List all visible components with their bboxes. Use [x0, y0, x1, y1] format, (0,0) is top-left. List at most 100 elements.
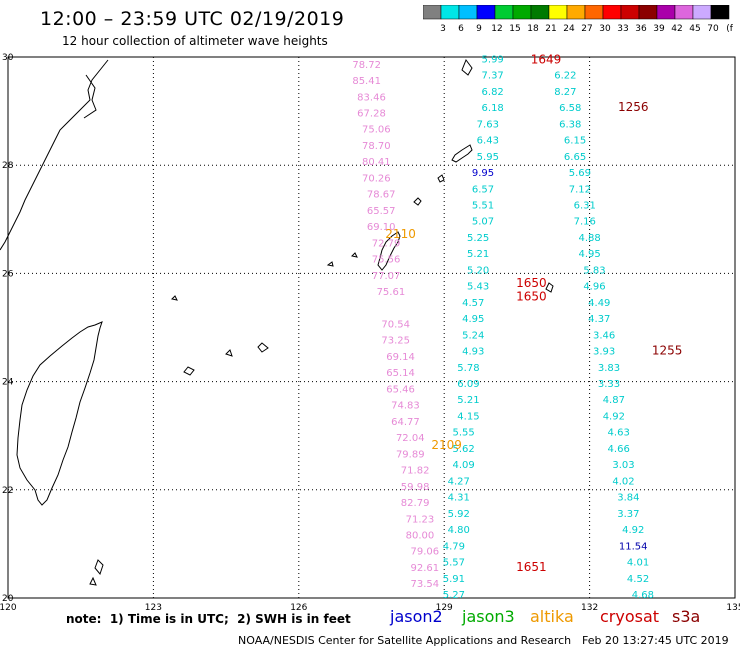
wave-height-value: 92.61 — [410, 563, 439, 574]
wave-height-value: 4.87 — [603, 395, 625, 406]
kyushu-islands — [461, 58, 473, 76]
wave-height-value: 5.99 — [482, 54, 504, 65]
wave-height-value: 75.61 — [377, 287, 406, 298]
pass-time-label: 2110 — [385, 227, 416, 241]
wave-height-value: 5.21 — [467, 249, 489, 260]
island-g — [350, 252, 358, 258]
scale-label: 42 — [671, 24, 682, 34]
legend-s3a: s3a — [672, 607, 701, 626]
wave-height-value: 78.67 — [367, 190, 396, 201]
wave-height-value: 4.15 — [457, 411, 479, 422]
map-frame — [7, 56, 736, 599]
scale-label: 36 — [635, 24, 647, 34]
wave-height-value: 6.82 — [482, 87, 504, 98]
wave-height-value: 77.07 — [372, 271, 401, 282]
island-b — [413, 197, 422, 206]
footer-note: note: 1) Time is in UTC; 2) SWH is in fe… — [66, 612, 351, 626]
wave-height-value: 6.31 — [574, 200, 596, 211]
wave-height-value: 5.78 — [457, 363, 479, 374]
legend-jason3: jason3 — [462, 607, 515, 626]
pass-time-label: 1650 — [516, 289, 547, 303]
wave-height-value: 3.03 — [612, 460, 634, 471]
pass-time-label: 1255 — [652, 344, 683, 358]
wave-height-value: 5.27 — [443, 590, 465, 601]
wave-height-value: 4.31 — [448, 493, 470, 504]
island-i — [94, 559, 104, 576]
wave-height-value: 5.43 — [467, 282, 489, 293]
island-c — [257, 342, 269, 353]
wave-height-value: 4.96 — [583, 282, 605, 293]
scale-label: 39 — [653, 24, 665, 34]
wave-height-value: 6.43 — [477, 136, 499, 147]
wave-height-value: 5.91 — [443, 574, 465, 585]
wave-height-value: 4.68 — [632, 590, 654, 601]
island-d — [183, 366, 195, 376]
chart-title: 12:00 – 23:59 UTC 02/19/2019 — [40, 8, 345, 30]
lon-tick-label: 129 — [436, 603, 453, 610]
wave-height-value: 4.92 — [622, 525, 644, 536]
wave-height-value: 73.25 — [381, 336, 410, 347]
wave-height-value: 69.14 — [386, 352, 415, 363]
wave-height-value: 6.22 — [554, 71, 576, 82]
wave-height-value: 5.07 — [472, 217, 494, 228]
wave-height-value: 80.00 — [406, 530, 435, 541]
wave-height-value: 75.56 — [372, 255, 401, 266]
wave-height-value: 6.38 — [559, 119, 581, 130]
wave-height-value: 69.10 — [367, 222, 396, 233]
wave-height-value: 83.46 — [357, 92, 386, 103]
wave-height-value: 70.26 — [362, 173, 391, 184]
scale-label: 21 — [545, 24, 556, 34]
wave-height-value: 7.63 — [477, 119, 499, 130]
scale-label: 15 — [509, 24, 520, 34]
wave-height-value: 5.69 — [569, 168, 591, 179]
wave-height-value: 4.01 — [627, 558, 649, 569]
wave-height-value: 5.21 — [457, 395, 479, 406]
wave-height-value: 3.84 — [617, 493, 639, 504]
wave-height-value: 65.57 — [367, 206, 396, 217]
wave-height-value: 7.16 — [574, 217, 596, 228]
wave-height-value: 65.14 — [386, 368, 415, 379]
wave-height-value: 6.09 — [457, 379, 479, 390]
taiwan-coastline — [16, 321, 103, 506]
wave-height-value: 74.83 — [391, 401, 420, 412]
wave-height-value: 78.70 — [362, 141, 391, 152]
wave-height-value: 70.54 — [381, 320, 410, 331]
lat-tick-label: 28 — [2, 161, 14, 171]
legend-cryosat: cryosat — [600, 607, 660, 626]
wave-height-value: 4.27 — [448, 476, 470, 487]
scale-label: (ft) — [726, 24, 733, 34]
lat-tick-label: 22 — [2, 486, 13, 496]
island-a — [437, 174, 445, 183]
wave-height-value: 6.58 — [559, 103, 581, 114]
scale-label: 18 — [527, 24, 539, 34]
lat-tick-label: 20 — [2, 594, 14, 604]
lon-tick-label: 123 — [145, 603, 162, 610]
wave-height-value: 5.20 — [467, 265, 489, 276]
wave-height-value: 4.93 — [462, 347, 484, 358]
pass-time-label: 1650 — [516, 276, 547, 290]
scale-label: 30 — [599, 24, 611, 34]
wave-height-value: 5.24 — [462, 330, 484, 341]
wave-height-value: 5.25 — [467, 233, 489, 244]
chart-subtitle: 12 hour collection of altimeter wave hei… — [62, 34, 328, 48]
graticule — [7, 56, 736, 599]
wave-height-value: 5.62 — [452, 444, 474, 455]
wave-height-map: 78.72 85.41 83.46 67.28 75.06 78.70 80.41 70.26… — [0, 52, 740, 610]
china-coastline — [0, 59, 109, 251]
wave-height-value: 3.33 — [598, 379, 620, 390]
island-e — [225, 349, 233, 357]
wave-height-value: 6.18 — [482, 103, 504, 114]
lat-tick-label: 26 — [2, 269, 14, 279]
wave-height-value: 4.57 — [462, 298, 484, 309]
wave-height-value: 3.83 — [598, 363, 620, 374]
wave-height-value: 4.79 — [443, 541, 465, 552]
scale-label: 45 — [689, 24, 700, 34]
wave-height-value: 4.80 — [448, 525, 470, 536]
wave-height-value: 9.95 — [472, 168, 494, 179]
wave-height-value: 4.95 — [462, 314, 484, 325]
scale-label: 12 — [491, 24, 502, 34]
wave-height-value: 3.46 — [593, 330, 615, 341]
scale-label: 33 — [617, 24, 628, 34]
wave-height-value: 4.63 — [608, 428, 630, 439]
